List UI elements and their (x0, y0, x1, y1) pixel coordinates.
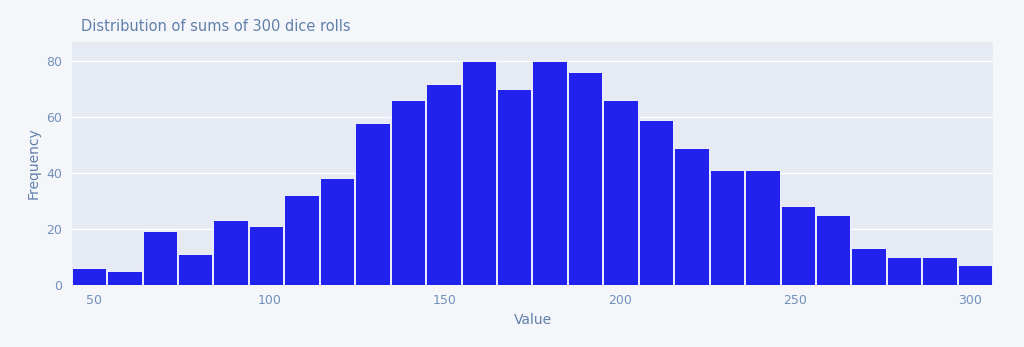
X-axis label: Value: Value (513, 313, 552, 327)
Bar (72, 268, 106, 285)
Y-axis label: Frequency: Frequency (27, 127, 40, 199)
Bar (568, 73, 602, 285)
Bar (355, 122, 389, 285)
Bar (178, 254, 212, 285)
Bar (108, 271, 141, 285)
Bar (957, 265, 992, 285)
Bar (462, 61, 496, 285)
Bar (745, 170, 779, 285)
Bar (639, 120, 673, 285)
Bar (603, 100, 638, 285)
Text: Distribution of sums of 300 dice rolls: Distribution of sums of 300 dice rolls (81, 18, 350, 34)
Bar (285, 195, 318, 285)
Bar (213, 220, 248, 285)
Bar (426, 84, 461, 285)
Bar (142, 231, 177, 285)
Bar (532, 61, 567, 285)
Bar (887, 257, 922, 285)
Bar (923, 257, 956, 285)
Bar (852, 248, 886, 285)
Bar (391, 100, 425, 285)
Bar (249, 226, 284, 285)
Bar (816, 215, 850, 285)
Bar (674, 148, 709, 285)
Bar (780, 206, 815, 285)
Bar (497, 89, 531, 285)
Bar (710, 170, 744, 285)
Bar (319, 178, 354, 285)
